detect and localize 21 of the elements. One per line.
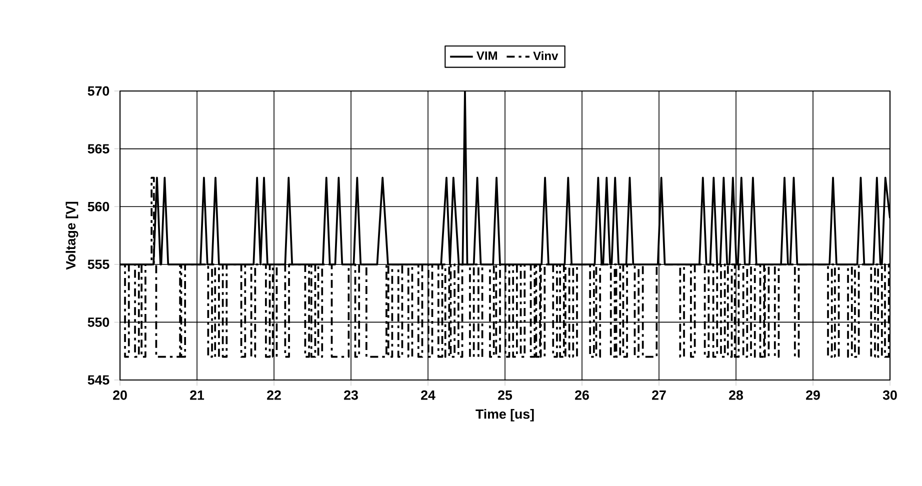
y-tick-label: 570 [88,86,110,96]
x-tick-label: 25 [498,390,512,400]
x-tick-label: 20 [113,390,127,400]
legend-label: VIM [476,52,497,60]
y-tick-label: 555 [88,260,110,270]
y-tick-label: 565 [88,144,110,154]
x-tick-label: 30 [882,390,897,400]
y-axis-title: Voltage [V] [66,202,78,270]
x-tick-label: 24 [421,390,436,400]
x-tick-label: 27 [652,390,666,400]
y-tick-label: 545 [88,375,110,385]
x-tick-label: 26 [575,390,589,400]
x-axis-title: Time [us] [476,409,534,422]
y-tick-label: 550 [88,317,110,327]
x-tick-label: 29 [806,390,820,400]
legend-label: Vinv [533,51,558,60]
x-tick-label: 22 [267,390,281,400]
x-tick-label: 21 [190,390,204,400]
x-tick-label: 28 [729,390,743,400]
y-tick-label: 560 [88,202,110,212]
x-tick-label: 23 [344,390,358,400]
